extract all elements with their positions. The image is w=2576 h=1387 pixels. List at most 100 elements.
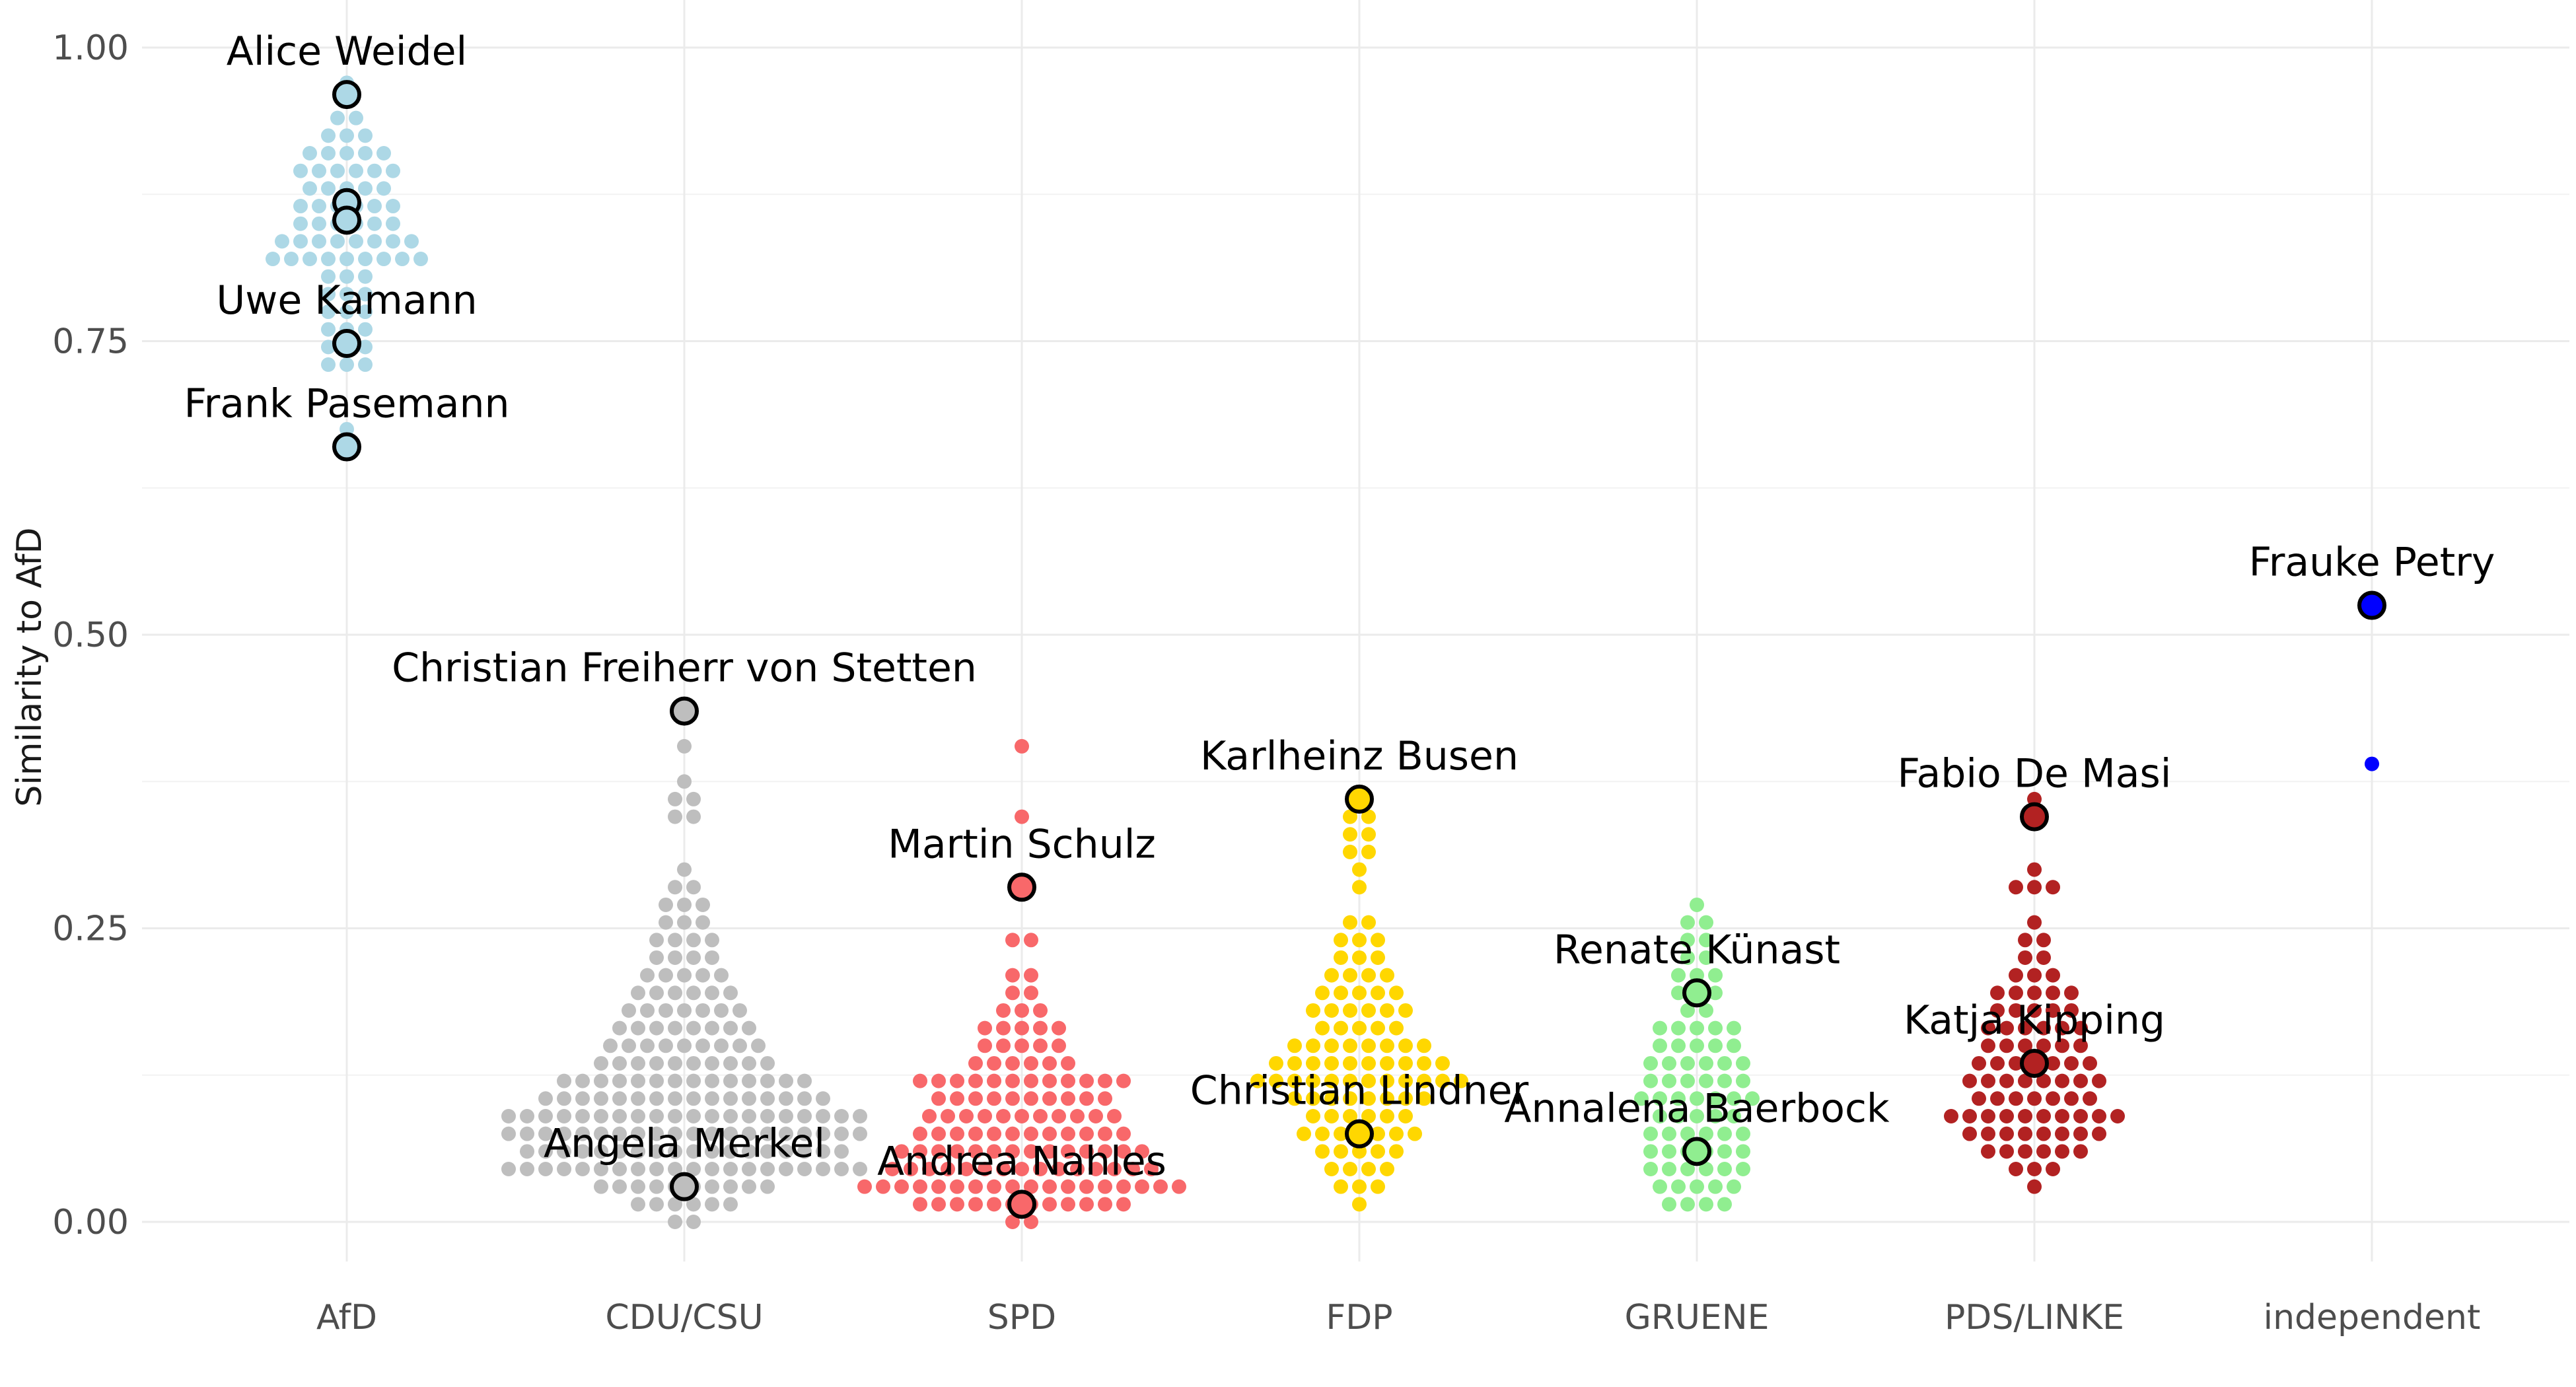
politician-label: Martin Schulz — [888, 821, 1156, 867]
data-point — [668, 1020, 682, 1036]
data-point — [2018, 1144, 2032, 1159]
data-point — [853, 1161, 867, 1176]
data-point — [575, 1073, 590, 1088]
data-point — [686, 809, 701, 824]
data-point — [876, 1179, 890, 1194]
data-point — [612, 1108, 627, 1123]
data-point — [2073, 1144, 2088, 1159]
data-point — [1116, 1144, 1131, 1159]
data-point — [2027, 1091, 2042, 1106]
data-point — [1361, 827, 1376, 842]
data-point — [816, 1161, 830, 1176]
data-point — [950, 1197, 964, 1212]
data-point — [358, 269, 373, 284]
data-point — [1343, 1038, 1357, 1053]
data-point — [1343, 809, 1357, 824]
data-point — [1024, 1073, 1038, 1088]
data-point — [1417, 1038, 1431, 1053]
data-point — [723, 985, 738, 1001]
data-point — [649, 1126, 664, 1141]
data-point — [1334, 1020, 1348, 1036]
data-point — [1116, 1197, 1131, 1212]
data-point — [742, 1091, 756, 1106]
data-point — [612, 1161, 627, 1176]
data-point — [2055, 1108, 2069, 1123]
data-point — [931, 1197, 946, 1212]
data-point — [631, 1020, 645, 1036]
data-point — [358, 146, 373, 161]
data-point — [2073, 1073, 2088, 1088]
data-point — [1024, 1179, 1038, 1194]
data-point — [631, 985, 645, 1001]
data-point — [1015, 809, 1029, 824]
y-tick-label: 0.50 — [52, 616, 129, 655]
data-point — [1024, 1215, 1038, 1229]
data-point — [520, 1161, 534, 1176]
data-point — [1005, 1215, 1020, 1229]
data-point — [1334, 1179, 1348, 1194]
data-point — [557, 1126, 571, 1141]
data-point — [733, 1003, 747, 1018]
data-point — [1061, 1055, 1075, 1071]
data-point — [2073, 1020, 2088, 1036]
data-point — [312, 163, 326, 178]
data-point — [779, 1126, 793, 1141]
data-point — [723, 1108, 738, 1123]
data-point — [1389, 1126, 1404, 1141]
data-point — [2055, 1020, 2069, 1036]
data-point — [1999, 1144, 2014, 1159]
data-point — [1135, 1144, 1149, 1159]
data-point — [293, 163, 308, 178]
data-point — [1380, 1161, 1394, 1176]
data-point — [1172, 1179, 1186, 1194]
data-point — [1070, 1108, 1085, 1123]
data-point — [1662, 1197, 1676, 1212]
data-point — [649, 1073, 664, 1088]
x-tick-label: PDS/LINKE — [1945, 1298, 2124, 1337]
data-point — [2046, 1003, 2060, 1018]
data-point — [723, 1144, 738, 1159]
data-point — [631, 1179, 645, 1194]
data-point — [376, 146, 391, 161]
data-point — [1079, 1091, 1094, 1106]
data-point — [1389, 1020, 1404, 1036]
data-point — [538, 1161, 553, 1176]
politician-label: Angela Merkel — [544, 1121, 825, 1167]
data-point — [1089, 1161, 1103, 1176]
data-point — [1061, 1197, 1075, 1212]
data-point — [594, 1179, 608, 1194]
data-point — [358, 357, 373, 373]
data-point — [1324, 1108, 1339, 1123]
data-point — [714, 968, 729, 983]
data-point — [1380, 968, 1394, 983]
data-point — [612, 1179, 627, 1194]
data-point — [668, 1144, 682, 1159]
data-point — [1315, 985, 1330, 1001]
data-point — [1690, 1091, 1704, 1106]
data-point — [1981, 1144, 1995, 1159]
data-point — [557, 1144, 571, 1159]
data-point — [1699, 1197, 1713, 1212]
data-point — [705, 1108, 719, 1123]
data-point — [742, 1020, 756, 1036]
data-point — [987, 1197, 1001, 1212]
data-point — [1717, 1126, 1732, 1141]
data-point — [1981, 1020, 1995, 1036]
highlighted-point — [2020, 802, 2049, 832]
data-point — [2046, 985, 2060, 1001]
data-point — [2073, 1038, 2088, 1053]
data-point — [1315, 1126, 1330, 1141]
data-point — [1662, 1126, 1676, 1141]
data-point — [303, 252, 317, 267]
data-point — [1380, 1055, 1394, 1071]
data-point — [677, 897, 692, 912]
data-point — [1990, 1003, 2005, 1018]
data-point — [1098, 1197, 1112, 1212]
data-point — [987, 1091, 1001, 1106]
data-point — [686, 1108, 701, 1123]
data-point — [2046, 1161, 2060, 1176]
data-point — [987, 1126, 1001, 1141]
data-point — [1708, 1108, 1723, 1123]
data-point — [1380, 1073, 1394, 1088]
data-point — [1736, 1055, 1750, 1071]
